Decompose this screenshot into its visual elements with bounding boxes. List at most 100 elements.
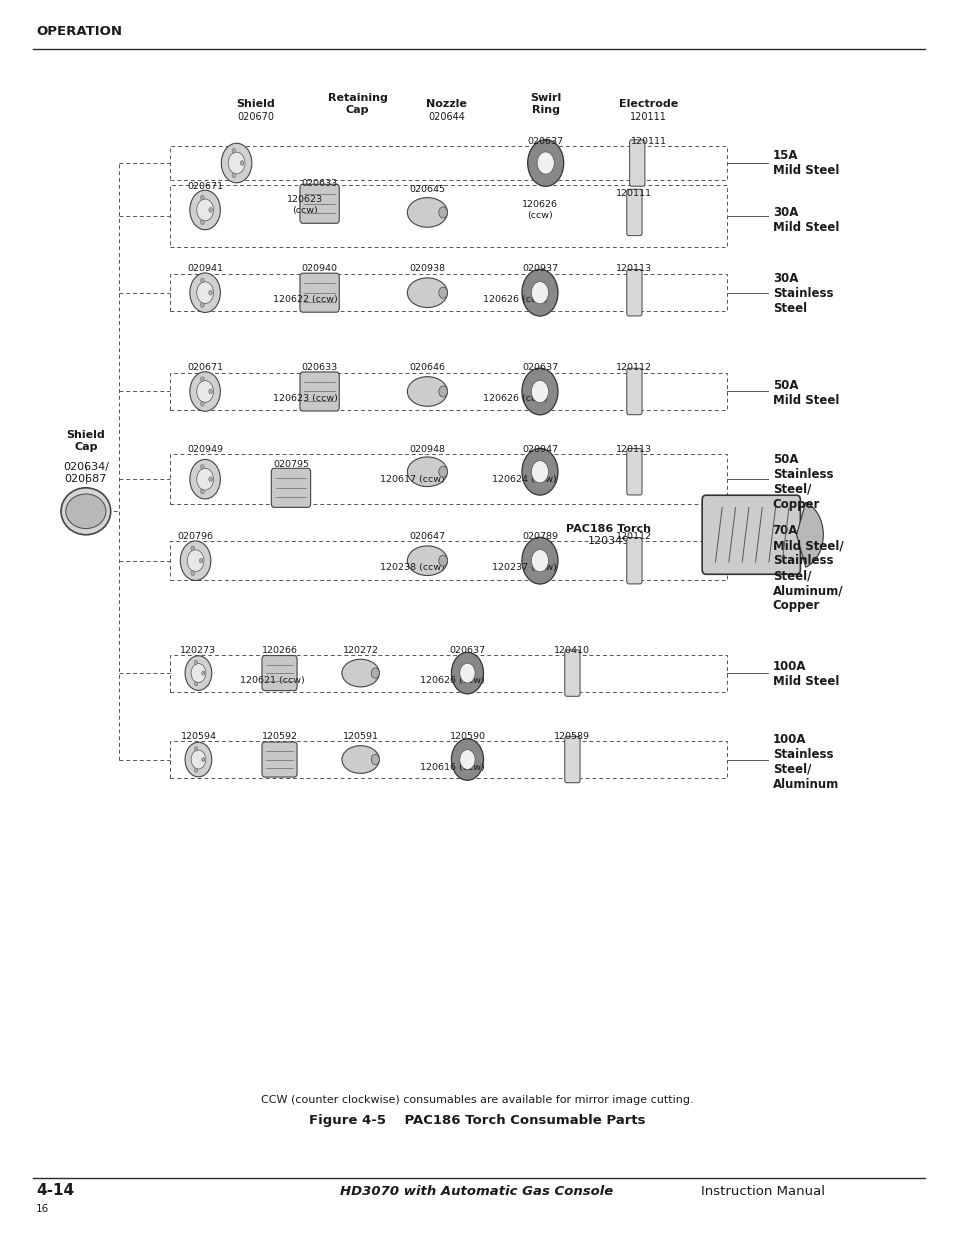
FancyBboxPatch shape (299, 273, 339, 312)
Text: 120623 (ccw): 120623 (ccw) (273, 394, 337, 403)
Text: 120590: 120590 (449, 732, 485, 741)
FancyBboxPatch shape (701, 495, 800, 574)
Text: 120272: 120272 (342, 646, 378, 655)
Text: 120111: 120111 (630, 112, 666, 122)
Circle shape (228, 152, 245, 174)
FancyBboxPatch shape (626, 368, 641, 415)
FancyBboxPatch shape (271, 468, 311, 508)
Text: 020644: 020644 (428, 112, 464, 122)
Circle shape (438, 207, 447, 219)
Circle shape (531, 461, 548, 483)
Text: OPERATION: OPERATION (36, 25, 122, 38)
Text: 120594: 120594 (180, 732, 216, 741)
Ellipse shape (407, 198, 447, 227)
Circle shape (196, 199, 213, 221)
Ellipse shape (407, 457, 447, 487)
Circle shape (200, 195, 204, 200)
Circle shape (521, 537, 558, 584)
Text: 120592: 120592 (261, 732, 297, 741)
Circle shape (531, 282, 548, 304)
FancyBboxPatch shape (564, 736, 579, 783)
Bar (170, 274, 726, 311)
Text: 50A
Stainless
Steel/
Copper: 50A Stainless Steel/ Copper (772, 453, 832, 510)
Circle shape (190, 273, 220, 312)
Circle shape (196, 468, 213, 490)
Text: Instruction Manual: Instruction Manual (700, 1186, 824, 1198)
Circle shape (200, 401, 204, 406)
Circle shape (201, 671, 205, 676)
Text: PAC186 Torch: PAC186 Torch (565, 524, 651, 534)
Ellipse shape (341, 659, 379, 687)
Text: 020937: 020937 (521, 264, 558, 273)
Text: 120623
(ccw): 120623 (ccw) (287, 195, 323, 215)
Text: 020941: 020941 (187, 264, 223, 273)
Circle shape (240, 161, 244, 165)
Bar (170, 655, 726, 692)
Text: 120113: 120113 (616, 446, 652, 454)
FancyBboxPatch shape (299, 184, 339, 224)
Circle shape (459, 750, 475, 769)
Circle shape (531, 550, 548, 572)
FancyBboxPatch shape (626, 269, 641, 316)
FancyBboxPatch shape (626, 189, 641, 236)
Text: 020637: 020637 (527, 137, 563, 146)
Text: Shield: Shield (67, 430, 105, 440)
Circle shape (451, 652, 483, 694)
Circle shape (459, 663, 475, 683)
Text: 15A
Mild Steel: 15A Mild Steel (772, 149, 839, 177)
Text: 120238 (ccw): 120238 (ccw) (379, 563, 444, 572)
Text: 120591: 120591 (342, 732, 378, 741)
Text: 30A
Mild Steel: 30A Mild Steel (772, 206, 839, 233)
Text: HD3070 with Automatic Gas Console: HD3070 with Automatic Gas Console (340, 1186, 613, 1198)
Text: 120622 (ccw): 120622 (ccw) (273, 295, 337, 304)
Circle shape (200, 489, 204, 494)
Text: 120626 (ccw): 120626 (ccw) (419, 677, 484, 685)
Text: 020637: 020637 (521, 363, 558, 372)
Ellipse shape (407, 546, 447, 576)
Circle shape (201, 757, 205, 762)
Text: 50A
Mild Steel: 50A Mild Steel (772, 379, 839, 406)
Text: 120266: 120266 (261, 646, 297, 655)
Circle shape (527, 140, 563, 186)
Circle shape (200, 220, 204, 225)
Text: 020647: 020647 (409, 532, 445, 541)
Text: 120113: 120113 (616, 264, 652, 273)
Circle shape (371, 668, 379, 678)
FancyBboxPatch shape (262, 742, 296, 777)
Circle shape (521, 269, 558, 316)
Text: Cap: Cap (74, 442, 97, 452)
Text: 16: 16 (36, 1204, 50, 1214)
Text: Electrode: Electrode (618, 99, 678, 109)
Circle shape (194, 747, 197, 751)
Circle shape (200, 377, 204, 382)
Text: Retaining: Retaining (328, 93, 387, 103)
Text: 120626 (ccw): 120626 (ccw) (482, 394, 547, 403)
FancyBboxPatch shape (629, 140, 644, 186)
Circle shape (191, 571, 194, 576)
Circle shape (191, 750, 206, 769)
FancyBboxPatch shape (626, 537, 641, 584)
Circle shape (438, 556, 447, 566)
Text: 120589: 120589 (554, 732, 590, 741)
Circle shape (194, 661, 197, 664)
Circle shape (438, 287, 447, 298)
Text: 020671: 020671 (187, 183, 223, 191)
Circle shape (232, 173, 235, 178)
Ellipse shape (341, 746, 379, 773)
Text: 020633: 020633 (301, 179, 337, 188)
Text: CCW (counter clockwise) consumables are available for mirror image cutting.: CCW (counter clockwise) consumables are … (260, 1095, 693, 1105)
Circle shape (209, 290, 213, 295)
Circle shape (200, 278, 204, 283)
Text: 020633: 020633 (301, 363, 337, 372)
Circle shape (371, 755, 379, 764)
Text: 70A
Mild Steel/
Stainless
Steel/
Aluminum/
Copper: 70A Mild Steel/ Stainless Steel/ Aluminu… (772, 524, 842, 613)
Text: 120273: 120273 (180, 646, 216, 655)
Circle shape (438, 467, 447, 478)
Text: 020634/: 020634/ (63, 462, 109, 472)
Text: 020637: 020637 (449, 646, 485, 655)
Text: 120626
(ccw): 120626 (ccw) (521, 200, 558, 220)
Wedge shape (796, 503, 822, 567)
Text: 120237 (ccw): 120237 (ccw) (492, 563, 557, 572)
Text: 120626 (ccw): 120626 (ccw) (482, 295, 547, 304)
Circle shape (187, 550, 204, 572)
